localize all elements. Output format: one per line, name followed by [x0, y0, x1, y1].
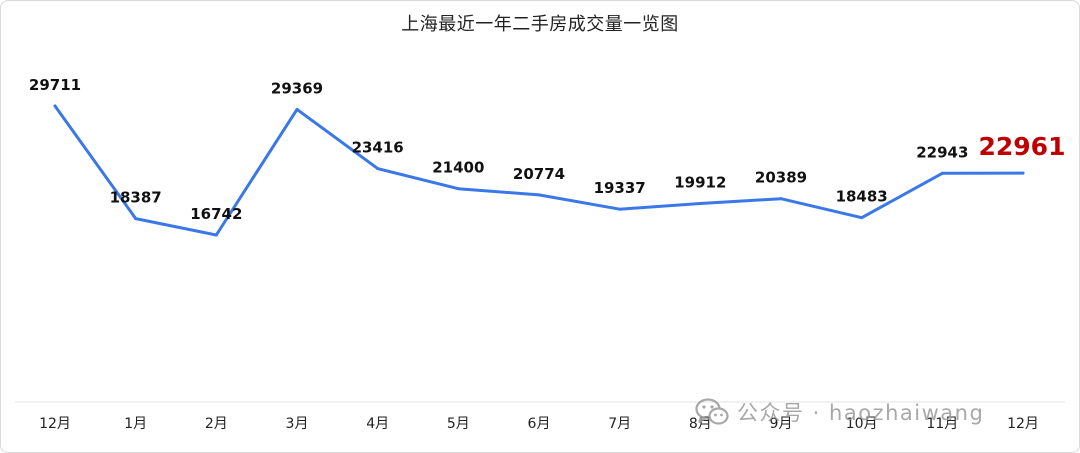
x-tick-label: 4月 [366, 416, 389, 432]
data-label: 20774 [513, 165, 565, 183]
data-point [940, 171, 944, 175]
data-label: 23416 [352, 139, 404, 157]
data-point [53, 104, 57, 108]
data-point [1021, 171, 1025, 175]
data-label: 18387 [110, 189, 162, 207]
data-label: 29711 [29, 76, 81, 94]
data-label: 19337 [594, 179, 646, 197]
data-point [214, 233, 218, 237]
data-point [698, 201, 702, 205]
x-tick-label: 10月 [846, 416, 878, 432]
chart-title: 上海最近一年二手房成交量一览图 [401, 14, 679, 35]
x-tick-label: 2月 [205, 416, 228, 432]
data-label: 29369 [271, 79, 323, 97]
data-label: 21400 [432, 159, 484, 177]
x-tick-label: 5月 [447, 416, 470, 432]
data-point [134, 217, 138, 221]
data-point [618, 207, 622, 211]
x-tick-label: 3月 [286, 416, 309, 432]
data-label: 20389 [755, 169, 807, 187]
data-label: 18483 [836, 188, 888, 206]
x-tick-label: 12月 [39, 416, 71, 432]
data-point [295, 107, 299, 111]
data-label: 19912 [674, 173, 726, 191]
data-point [779, 197, 783, 201]
data-point [456, 187, 460, 191]
x-tick-label: 7月 [608, 416, 631, 432]
x-tick-label: 1月 [124, 416, 147, 432]
x-tick-label: 9月 [770, 416, 793, 432]
wechat-icon [695, 398, 729, 425]
data-point [537, 193, 541, 197]
x-tick-label: 11月 [926, 416, 958, 432]
data-label-highlight: 22961 [979, 132, 1066, 161]
x-tick-label: 8月 [689, 416, 712, 432]
watermark: 公众号 · haozhaiwang [695, 396, 984, 428]
data-point [376, 167, 380, 171]
x-tick-label: 12月 [1007, 416, 1039, 432]
data-point [860, 216, 864, 220]
data-label: 16742 [190, 205, 242, 223]
watermark-text: 公众号 · haozhaiwang [737, 401, 985, 425]
data-label: 22943 [916, 143, 968, 161]
x-tick-label: 6月 [528, 416, 551, 432]
